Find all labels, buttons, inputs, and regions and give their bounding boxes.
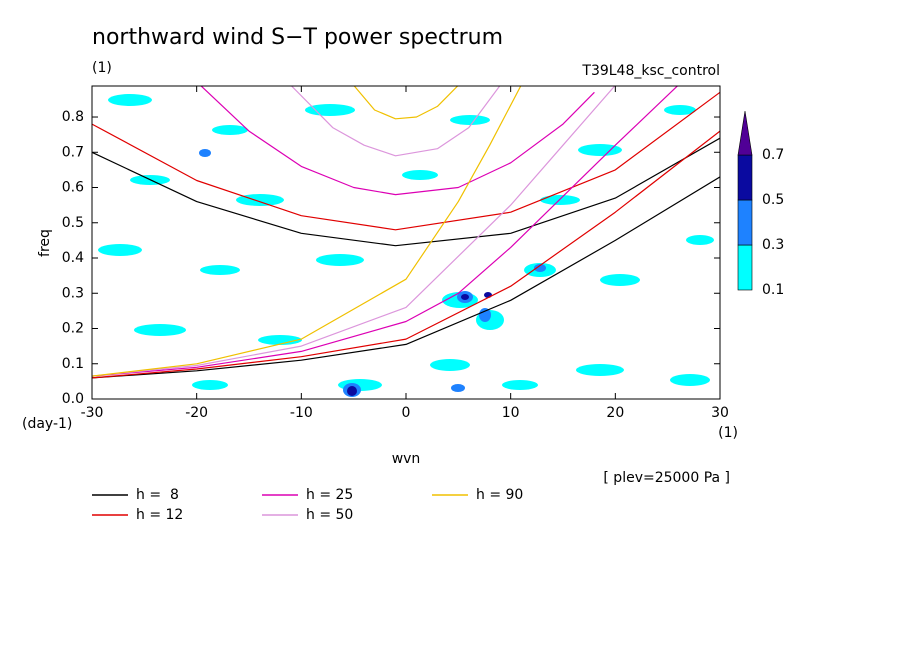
y-tick-label: 0.1 (62, 356, 84, 372)
contour-fills-mid (199, 149, 546, 397)
x-axis-label: wvn (392, 451, 421, 467)
legend-label: h = 50 (306, 507, 353, 523)
run-label: T39L48_ksc_control (581, 63, 720, 79)
x-tick-label: 20 (606, 405, 624, 421)
chart-title: northward wind S−T power spectrum (92, 25, 503, 50)
plot-frame (91, 85, 721, 400)
x-tick-label: 30 (711, 405, 729, 421)
x-tick-label: 0 (402, 405, 411, 421)
colorbar-label: 0.3 (762, 237, 784, 253)
colorbar-band (737, 244, 753, 291)
colorbar-label: 0.7 (762, 147, 784, 163)
curve (92, 86, 679, 377)
colorbar-label: 0.5 (762, 192, 784, 208)
y-tick-label: 0.7 (62, 144, 84, 160)
x-tick-label: -10 (290, 405, 313, 421)
y-unit: (day-1) (22, 416, 72, 432)
contour-fills (98, 94, 714, 391)
y-tick-label: 0.8 (62, 109, 84, 125)
colorbar-band (737, 154, 753, 201)
y-tick-label: 0.5 (62, 215, 84, 231)
y-tick-label: 0.3 (62, 285, 84, 301)
colorbar-extend (737, 110, 753, 156)
contour-fills-high (347, 292, 492, 396)
curve (92, 137, 720, 379)
x-unit: (1) (718, 425, 738, 441)
y-tick-label: 0.4 (62, 250, 84, 266)
curve (92, 91, 720, 379)
y-axis-label: freq (37, 229, 53, 257)
y-tick-label: 0.0 (62, 391, 84, 407)
curve (92, 86, 522, 377)
curve (92, 86, 616, 377)
colorbar-label: 0.1 (762, 282, 784, 298)
y-tick-label: 0.6 (62, 180, 84, 196)
x-tick-label: 10 (502, 405, 520, 421)
level-note: [ plev=25000 Pa ] (603, 470, 730, 486)
x-tick-label: -20 (185, 405, 208, 421)
legend-label: h = 90 (476, 487, 523, 503)
legend-label: h = 12 (136, 507, 183, 523)
curves (92, 86, 720, 379)
x-tick-label: -30 (81, 405, 104, 421)
legend-label: h = 25 (306, 487, 353, 503)
legend-label: h = 8 (136, 487, 179, 503)
colorbar-band (737, 199, 753, 246)
y-tick-label: 0.2 (62, 321, 84, 337)
subtitle: (1) (92, 60, 112, 76)
